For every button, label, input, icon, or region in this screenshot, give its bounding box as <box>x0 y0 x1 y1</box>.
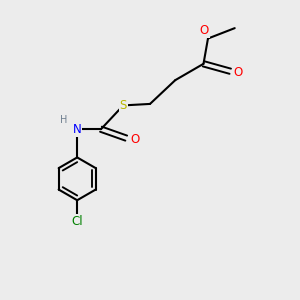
Text: O: O <box>200 24 209 37</box>
Text: Cl: Cl <box>71 215 83 228</box>
Text: O: O <box>233 66 242 79</box>
Text: S: S <box>120 99 127 112</box>
Text: N: N <box>73 123 82 136</box>
Text: O: O <box>130 133 139 146</box>
Text: H: H <box>60 115 68 125</box>
